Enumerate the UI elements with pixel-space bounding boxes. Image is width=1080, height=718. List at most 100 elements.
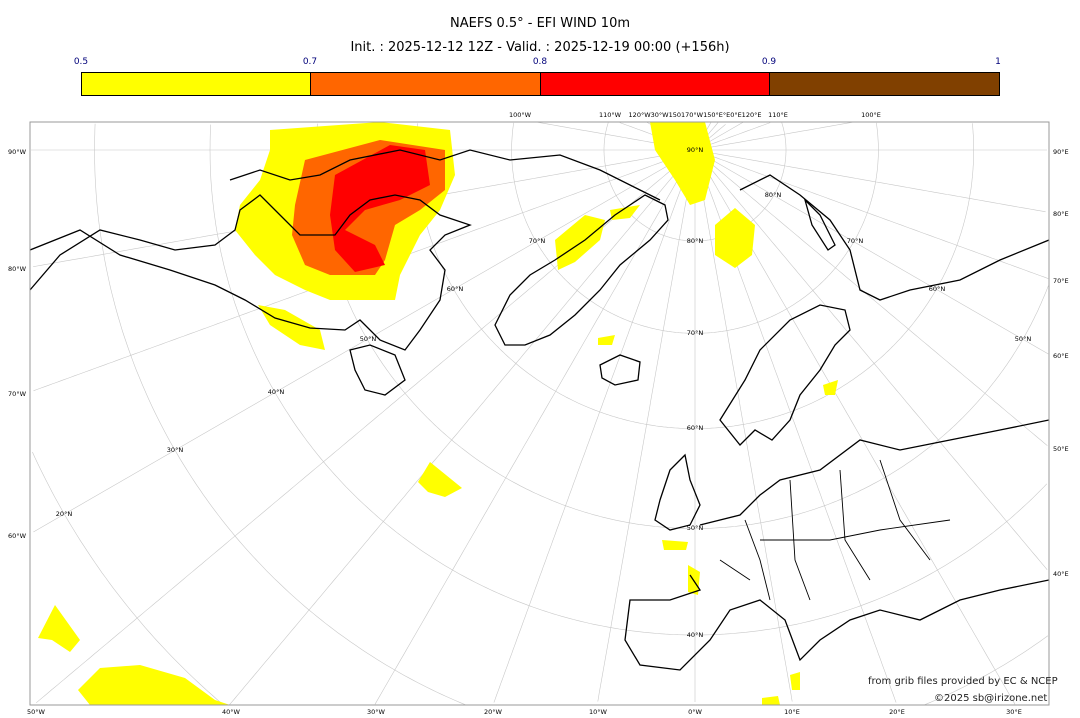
efi-area-yellow bbox=[610, 205, 640, 220]
colorbar-tick: 0.7 bbox=[302, 57, 318, 67]
map-axis-label: 10°E bbox=[784, 708, 800, 716]
colorbar-tick: 0.5 bbox=[73, 57, 89, 67]
map-axis-label: 100°E bbox=[861, 111, 881, 119]
map-axis-label: 110°E bbox=[768, 111, 788, 119]
map-axis-label: 0°W bbox=[688, 708, 702, 716]
map-axis-label: 60°N bbox=[929, 285, 946, 293]
colorbar-bin-brown bbox=[769, 73, 999, 95]
colorbar-tick: 0.8 bbox=[532, 57, 548, 67]
meridian-line bbox=[597, 149, 696, 702]
map-axis-label: 70°E bbox=[1053, 277, 1069, 285]
efi-area-yellow bbox=[715, 208, 755, 268]
map-axis-label: 90°N bbox=[687, 146, 704, 154]
latitude-circle bbox=[603, 122, 695, 242]
meridian-line bbox=[493, 149, 696, 703]
map-axis-label: 40°W bbox=[222, 708, 241, 716]
efi-area-yellow bbox=[823, 380, 838, 395]
map-axis-label: 10°W bbox=[589, 708, 608, 716]
coastline-labrador bbox=[349, 344, 406, 396]
map-axis-label: 80°N bbox=[765, 191, 782, 199]
source-credit: from grib files provided by EC & NCEP bbox=[868, 676, 1058, 687]
map-axis-label: 70°N bbox=[529, 237, 546, 245]
map-axis-label: 70°N bbox=[847, 237, 864, 245]
latitude-circle bbox=[209, 124, 696, 636]
efi-area-yellow bbox=[662, 540, 688, 550]
colorbar-bin-red bbox=[540, 73, 770, 95]
meridian-line bbox=[694, 149, 1046, 213]
efi-shading bbox=[38, 122, 838, 705]
map-axis-label: 50°N bbox=[687, 524, 704, 532]
map-axis-label: 30°N bbox=[167, 446, 184, 454]
colorbar-tick: 1 bbox=[995, 57, 1001, 67]
meridian-line bbox=[694, 149, 1048, 446]
map-title: NAEFS 0.5° - EFI WIND 10m bbox=[449, 16, 630, 31]
map-axis-label: 80°E bbox=[1053, 210, 1069, 218]
map-axis-label: 50°N bbox=[360, 335, 377, 343]
map-axis-label: 100°W bbox=[509, 111, 532, 119]
map-axis-label: 60°N bbox=[447, 285, 464, 293]
meridian-line bbox=[374, 149, 696, 705]
efi-area-yellow bbox=[762, 696, 780, 705]
meridian-line bbox=[694, 149, 1048, 570]
latitude-circle bbox=[695, 123, 975, 430]
map-axis-label: 50°W bbox=[27, 708, 46, 716]
map-axis-label: 30°E bbox=[1006, 708, 1022, 716]
map-axis-label: 80°W bbox=[8, 265, 27, 273]
map-axis-label: 80°N bbox=[687, 237, 704, 245]
coastline-north-america bbox=[30, 194, 472, 351]
map-axis-label: 20°N bbox=[56, 510, 73, 518]
map-subtitle: Init. : 2025-12-12 12Z - Valid. : 2025-1… bbox=[350, 40, 730, 55]
map-axis-label: 50°N bbox=[1015, 335, 1032, 343]
coastline-iberia-med bbox=[624, 574, 1049, 671]
efi-area-yellow bbox=[555, 215, 605, 270]
map-axis-label: 90°W bbox=[8, 148, 27, 156]
colorbar-tick: 0.9 bbox=[761, 57, 777, 67]
latitude-circle bbox=[694, 483, 1048, 636]
meridian-line bbox=[694, 149, 1049, 279]
efi-area-red bbox=[330, 145, 430, 272]
latitude-circle bbox=[695, 122, 879, 334]
map-axis-label: 40°N bbox=[268, 388, 285, 396]
map-axis-label: 120°W30°W150170°W150°E°E0°E120°E bbox=[629, 111, 762, 119]
map-axis-label: 40°E bbox=[1053, 570, 1069, 578]
meridian-line bbox=[694, 149, 1049, 355]
map-axis-label: 70°N bbox=[687, 329, 704, 337]
border-europe bbox=[719, 459, 951, 601]
colorbar bbox=[81, 72, 1000, 96]
latitude-circle bbox=[94, 123, 466, 705]
map-axis-label: 20°E bbox=[889, 708, 905, 716]
coastline-greenland bbox=[494, 194, 669, 346]
map-axis-label: 30°W bbox=[367, 708, 386, 716]
map-axis-label: 20°W bbox=[484, 708, 503, 716]
efi-area-yellow bbox=[38, 605, 80, 652]
coastline-iceland bbox=[599, 354, 641, 386]
map-axis-label: 40°N bbox=[687, 631, 704, 639]
map-axis-label: 110°W bbox=[599, 111, 622, 119]
latitude-circle bbox=[415, 123, 695, 430]
coastline-novaya-zemlya bbox=[803, 197, 836, 251]
map-axis-label: 60°E bbox=[1053, 352, 1069, 360]
efi-area-yellow bbox=[650, 122, 715, 205]
latitude-circle bbox=[695, 285, 1049, 529]
map-axis-label: 60°N bbox=[687, 424, 704, 432]
meridian-line bbox=[229, 149, 696, 705]
efi-area-yellow bbox=[598, 335, 615, 345]
meridian-line bbox=[694, 149, 793, 702]
latitude-circle bbox=[511, 122, 695, 334]
copyright: ©2025 sb@irizone.net bbox=[934, 693, 1048, 704]
coastline-canadian-archipelago bbox=[229, 149, 661, 201]
graticule bbox=[31, 122, 1049, 705]
colorbar-bin-yellow bbox=[82, 73, 312, 95]
colorbar-bin-orange bbox=[311, 73, 541, 95]
map-axis-label: 70°W bbox=[8, 390, 27, 398]
map-axis-label: 60°W bbox=[8, 532, 27, 540]
meridian-line bbox=[694, 122, 853, 151]
map-axis-label: 90°E bbox=[1053, 148, 1069, 156]
map-frame bbox=[29, 121, 1050, 706]
efi-area-yellow bbox=[418, 462, 462, 497]
efi-area-yellow bbox=[78, 665, 230, 705]
coastlines bbox=[30, 149, 1049, 671]
coastline-europe bbox=[699, 419, 1049, 526]
latitude-circle bbox=[32, 451, 223, 704]
